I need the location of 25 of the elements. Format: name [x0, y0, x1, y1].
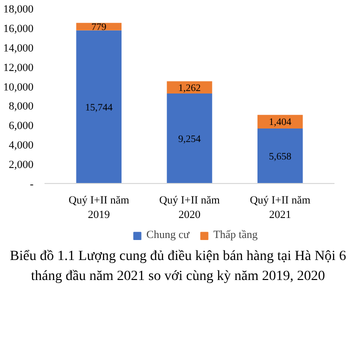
y-tick-label: 12,000 [3, 62, 34, 74]
y-tick-label: - [30, 178, 34, 190]
x-tick-label: Quý I+II năm 2019 [68, 194, 130, 221]
y-tick-label: 10,000 [3, 81, 34, 94]
text: Biểu đồ 1.1 Lượng cung đủ điều kiện bán hàng tại Hà Nội 6 tháng đầu năm 2021 so với cùng kỳ năm 2019, 2020 [8, 248, 348, 286]
data-label: 5,658 [268, 151, 292, 162]
y-tick-label: 14,000 [3, 42, 34, 54]
x-tick-label: Quý I+II năm 2021 [250, 194, 311, 221]
legend-label: Thấp tầng [213, 229, 258, 241]
y-tick-label: 6,000 [8, 120, 34, 132]
y-tick-label: 18,000 [3, 4, 34, 16]
legend-label: Chung cư [146, 229, 190, 241]
data-label: 1,262 [178, 82, 201, 94]
x-tick-label: Quý I+II năm 2020 [159, 194, 220, 221]
y-tick-label: 16,000 [3, 22, 34, 35]
y-tick-label: 8,000 [8, 100, 34, 113]
data-label: 1,404 [268, 117, 292, 128]
data-label: 779 [91, 22, 106, 34]
data-label: 15,744 [85, 102, 113, 114]
bar [166, 94, 212, 184]
data-label: 9,254 [178, 134, 201, 146]
bar [257, 128, 303, 184]
bar [76, 30, 122, 184]
y-tick-label: 2,000 [8, 159, 34, 172]
y-tick-label: 4,000 [8, 140, 34, 152]
